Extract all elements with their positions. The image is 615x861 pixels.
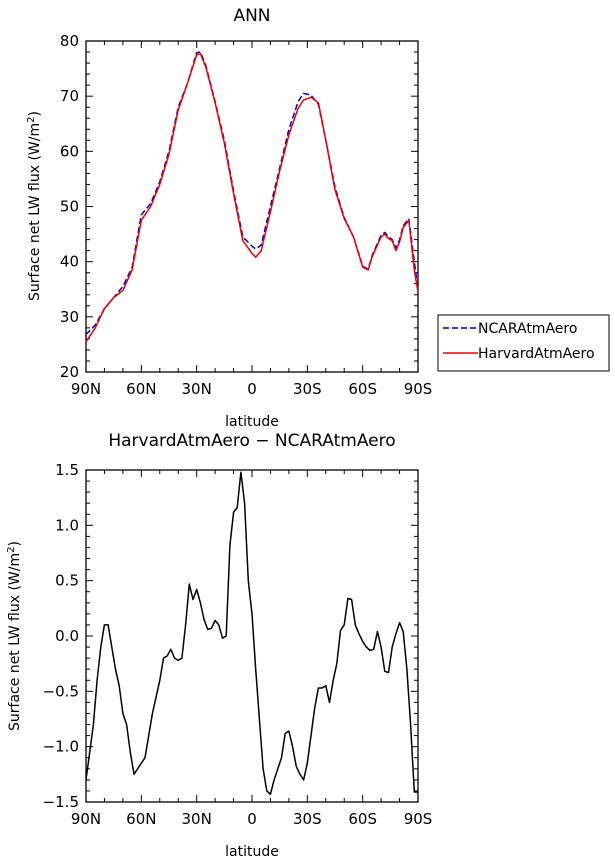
x-axis-label: latitude [225, 844, 279, 860]
y-tick-label: 1.5 [55, 461, 79, 479]
x-axis-label: latitude [225, 414, 279, 430]
y-tick-label: 0.5 [55, 572, 79, 590]
plot-frame [85, 40, 419, 373]
x-tick-label: 0 [247, 810, 257, 828]
y-tick-label: −0.5 [43, 682, 79, 700]
chart-panel-bottom: HarvardAtmAero − NCARAtmAero 90N 60N 30N 0 3… [6, 431, 432, 860]
y-tick-label: −1.0 [43, 738, 79, 756]
plot-frame [85, 469, 419, 803]
x-tick-label: 60S [348, 810, 377, 828]
y-axis-label: Surface net LW flux (W/m2) [26, 111, 43, 301]
y-tick-label: 80 [60, 32, 79, 50]
legend-box [437, 314, 610, 372]
series-group [85, 51, 419, 343]
axis-ticks: 90N 60N 30N 0 30S 60S 90S 20 30 40 50 60 70 80 [60, 32, 432, 398]
legend-label: NCARAtmAero [478, 321, 577, 337]
x-tick-label: 90N [71, 380, 101, 398]
x-tick-label: 0 [247, 380, 257, 398]
chart-title: ANN [233, 6, 270, 26]
chart-panel-top: ANN 90N 60N 30N 0 30S 60S 90S 20 30 40 50 60 70 80 la… [26, 6, 610, 430]
x-tick-label: 90S [404, 810, 433, 828]
x-tick-label: 30S [293, 810, 322, 828]
y-tick-label: 1.0 [55, 516, 79, 534]
y-tick-label: 70 [60, 87, 79, 105]
x-tick-label: 30S [293, 380, 322, 398]
series-line [85, 51, 419, 336]
x-tick-label: 60N [126, 380, 156, 398]
series-group [85, 471, 418, 796]
y-tick-label: −1.5 [43, 793, 79, 811]
legend-label: HarvardAtmAero [478, 346, 595, 362]
x-tick-label: 30N [182, 380, 212, 398]
y-tick-label: 0.0 [55, 627, 79, 645]
chart-title: HarvardAtmAero − NCARAtmAero [108, 431, 395, 451]
series-line [85, 471, 418, 796]
x-tick-label: 30N [182, 810, 212, 828]
axis-ticks: 90N 60N 30N 0 30S 60S 90S −1.5 −1.0 −0.5 0.0 0.5 1.0… [43, 461, 433, 828]
y-tick-label: 20 [60, 363, 79, 381]
legend: NCARAtmAero HarvardAtmAero [437, 314, 610, 372]
y-axis-label: Surface net LW flux (W/m2) [6, 541, 23, 731]
x-tick-label: 60S [348, 380, 377, 398]
y-tick-label: 30 [60, 308, 79, 326]
y-tick-label: 50 [60, 198, 79, 216]
x-tick-label: 90N [71, 810, 101, 828]
y-tick-label: 40 [60, 253, 79, 271]
series-line [85, 52, 419, 343]
x-tick-label: 90S [404, 380, 433, 398]
y-tick-label: 60 [60, 142, 79, 160]
x-tick-label: 60N [126, 810, 156, 828]
